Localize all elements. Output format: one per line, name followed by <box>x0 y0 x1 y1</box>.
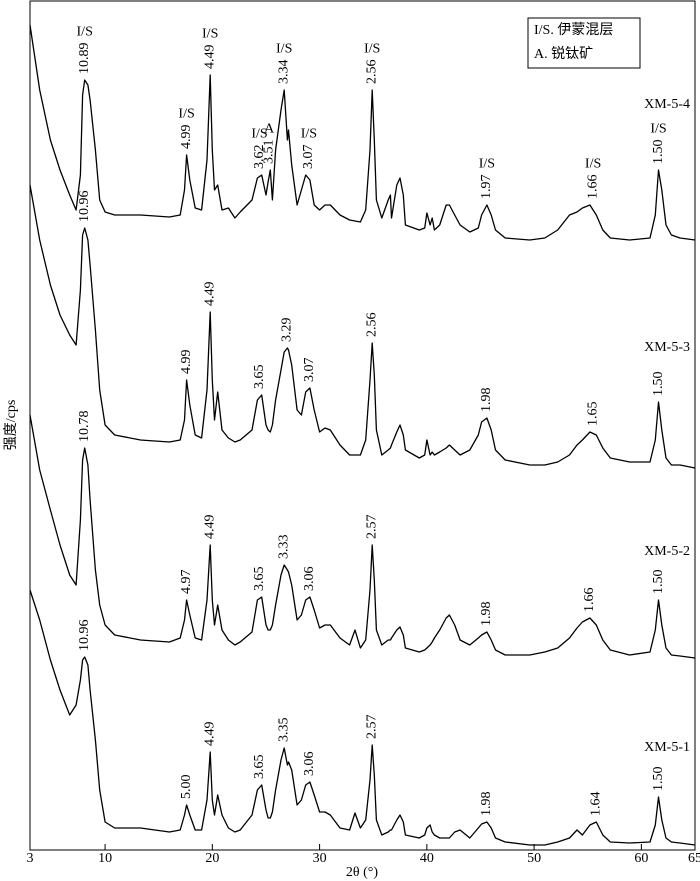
peak-label: 1.66 <box>582 588 597 613</box>
x-axis-title: 2θ (°) <box>346 865 378 880</box>
peak-label: 3.35 <box>276 718 291 743</box>
peak-label: 1.50 <box>651 372 666 397</box>
x-tick-label: 40 <box>420 851 434 866</box>
phase-label: I/S <box>364 42 380 57</box>
series-label: XM-5-2 <box>644 544 690 559</box>
peak-label: 4.49 <box>202 515 217 540</box>
peak-label: 3.65 <box>252 755 267 780</box>
peak-label: 3.65 <box>252 365 267 390</box>
x-tick-label: 30 <box>313 851 327 866</box>
phase-label: I/S <box>650 122 666 137</box>
peak-label: 4.49 <box>202 45 217 70</box>
peak-label: 2.57 <box>364 515 379 540</box>
peak-label: 4.49 <box>202 722 217 747</box>
peak-label: 1.65 <box>585 402 600 427</box>
peak-label: 10.89 <box>77 43 92 75</box>
peak-label: 3.07 <box>301 145 316 170</box>
phase-label: I/S <box>202 27 218 42</box>
legend-entry: A. 锐钛矿 <box>534 46 593 62</box>
peak-label: 1.50 <box>651 570 666 595</box>
peak-label: 1.98 <box>479 792 494 817</box>
peak-label: 5.00 <box>179 775 194 800</box>
peak-label: 3.62 <box>252 145 267 170</box>
peak-label: 1.66 <box>585 175 600 200</box>
pattern-line <box>29 589 696 846</box>
phase-label: I/S <box>479 157 495 172</box>
x-tick-label: 10 <box>98 851 112 866</box>
peak-label: 3.51 <box>261 140 276 165</box>
peak-label: 1.98 <box>479 602 494 627</box>
peak-label: 1.50 <box>651 767 666 792</box>
peak-label: 3.06 <box>302 752 317 777</box>
series-label: XM-5-4 <box>644 97 690 112</box>
peak-label: 1.64 <box>589 792 604 817</box>
peak-label: 2.57 <box>364 715 379 740</box>
peak-label: 4.49 <box>202 282 217 307</box>
plot-frame <box>29 0 696 851</box>
peak-label: 2.56 <box>364 313 379 338</box>
series-label: XM-5-1 <box>644 740 690 755</box>
peak-label: 2.56 <box>364 60 379 85</box>
legend-box <box>527 17 641 69</box>
x-tick-label: 3 <box>27 851 34 866</box>
peak-label: 10.96 <box>77 191 92 223</box>
x-tick-label: 65 <box>688 851 700 866</box>
phase-label: I/S <box>585 157 601 172</box>
legend-entry: I/S. 伊蒙混层 <box>534 22 613 38</box>
pattern-line <box>29 414 696 659</box>
peak-label: 1.50 <box>651 140 666 165</box>
peak-label: 3.06 <box>302 567 317 592</box>
peak-label: 10.78 <box>77 411 92 443</box>
x-tick-label: 20 <box>205 851 219 866</box>
peak-label: 3.07 <box>302 358 317 383</box>
series-label: XM-5-3 <box>644 340 690 355</box>
peak-label: 10.96 <box>77 620 92 652</box>
peak-label: 3.29 <box>280 318 295 343</box>
peak-label: 3.34 <box>276 60 291 85</box>
phase-label: I/S <box>77 25 93 40</box>
peak-label: 1.97 <box>479 175 494 200</box>
phase-label: A <box>264 122 275 137</box>
y-axis-title: 强度/cps <box>3 400 19 451</box>
peak-label: 3.65 <box>252 567 267 592</box>
pattern-line <box>29 184 696 469</box>
pattern-line <box>29 24 696 241</box>
x-tick-label: 60 <box>634 851 648 866</box>
peak-label: 4.97 <box>179 570 194 595</box>
peak-label: 3.33 <box>276 535 291 560</box>
phase-label: I/S <box>301 127 317 142</box>
phase-label: I/S <box>178 107 194 122</box>
peak-label: 4.99 <box>179 125 194 150</box>
peak-label: 4.99 <box>179 350 194 375</box>
phase-label: I/S <box>251 127 267 142</box>
peak-label: 1.98 <box>479 388 494 413</box>
x-tick-label: 50 <box>527 851 541 866</box>
phase-label: I/S <box>276 42 292 57</box>
